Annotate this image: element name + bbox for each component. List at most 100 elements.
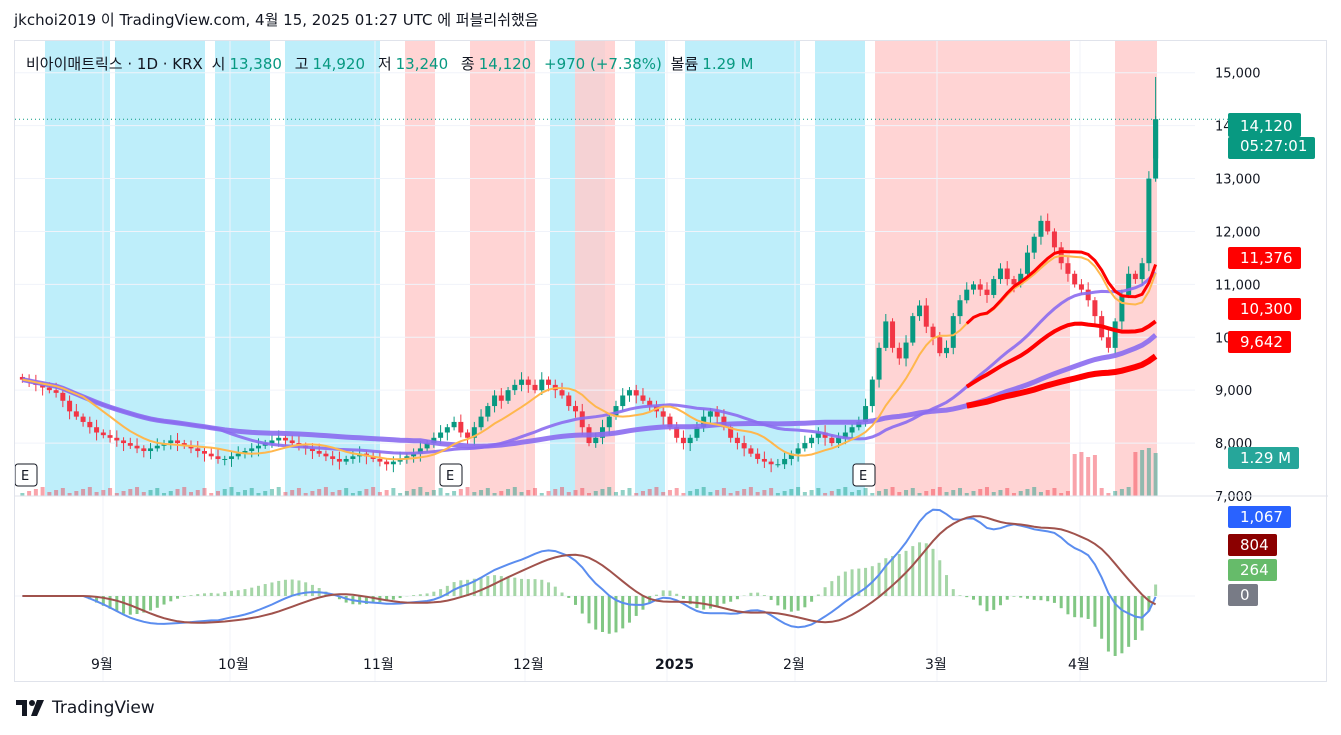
ma-red-line <box>965 249 1158 325</box>
open-label: 시 <box>211 55 226 73</box>
macd-histogram-bar <box>803 596 807 608</box>
volume-bar <box>519 492 524 496</box>
volume-bar <box>917 493 922 496</box>
macd-histogram-bar <box>526 579 530 596</box>
volume-bar <box>357 491 362 496</box>
volume-bar <box>168 491 173 496</box>
macd-histogram-bar <box>567 596 571 598</box>
macd-histogram-bar <box>182 596 186 597</box>
symbol-name[interactable]: 비아이매트릭스 · 1D · KRX <box>26 55 203 73</box>
macd-histogram-bar <box>675 593 679 596</box>
publish-header: jkchoi2019 이 TradingView.com, 4월 15, 202… <box>14 11 539 29</box>
macd-histogram-bar <box>250 587 254 596</box>
macd-histogram-bar <box>236 590 240 596</box>
macd-histogram-bar <box>277 580 281 596</box>
candle-body <box>869 379 875 407</box>
volume-bar <box>87 487 92 496</box>
volume-bar <box>108 488 113 496</box>
volume-bar <box>944 492 949 496</box>
footer-brand[interactable]: TradingView <box>16 698 155 718</box>
volume-bar <box>769 488 774 496</box>
candle-body <box>903 342 909 359</box>
candle-body <box>336 458 342 462</box>
close-value: 14,120 <box>478 55 532 73</box>
candle-body <box>1018 273 1024 285</box>
candle-body <box>141 448 147 452</box>
volume-bar <box>141 492 146 496</box>
candle-body <box>539 379 545 391</box>
macd-histogram-bar <box>445 585 449 596</box>
candle-body <box>997 268 1003 280</box>
volume-bar <box>1032 487 1037 496</box>
macd-histogram-bar <box>115 596 119 612</box>
background-band <box>45 41 110 496</box>
volume-bar <box>546 491 551 496</box>
macd-histogram-bar <box>101 596 105 606</box>
chart-canvas[interactable]: 7,0008,0009,00010,00011,00012,00013,0001… <box>15 41 1328 683</box>
volume-bar <box>647 489 652 496</box>
candle-body <box>404 456 410 459</box>
macd-histogram-bar <box>574 596 578 605</box>
macd-histogram-bar <box>661 590 665 596</box>
candle-body <box>970 284 976 290</box>
ma2-tag: 10,300 <box>1228 298 1301 320</box>
earnings-box <box>439 463 463 487</box>
candle-body <box>647 400 653 407</box>
volume-bar <box>681 493 686 496</box>
macd-histogram-bar <box>843 571 847 596</box>
candle-body <box>532 384 538 391</box>
volume-bar <box>465 487 470 496</box>
candle-body <box>1119 294 1125 322</box>
macd-histogram-bar <box>1093 596 1097 627</box>
volume-bar <box>418 487 423 496</box>
macd-histogram-bar <box>364 596 368 605</box>
y-tick-label: 11,000 <box>1215 278 1261 293</box>
macd-histogram-bar <box>621 596 625 629</box>
candle-body <box>390 461 396 465</box>
candle-body <box>73 411 79 417</box>
volume-bar <box>54 490 59 496</box>
macd-histogram-bar <box>823 587 827 596</box>
macd-histogram-bar <box>149 596 153 611</box>
volume-bar <box>1126 487 1131 496</box>
candle-body <box>188 445 194 449</box>
x-tick-label: 11월 <box>363 657 394 673</box>
candle-body <box>1038 220 1044 237</box>
countdown-tag: 05:27:01 <box>1228 137 1316 159</box>
ma-red-line <box>965 319 1157 389</box>
macd-histogram-bar <box>762 595 766 596</box>
volume-bar <box>350 493 355 496</box>
macd-histogram-bar <box>499 576 503 596</box>
volume-bar <box>209 493 214 496</box>
histogram-tag: 264 <box>1228 559 1277 581</box>
candle-body <box>1011 279 1017 285</box>
macd-histogram-bar <box>223 591 227 596</box>
volume-bar <box>458 489 463 496</box>
volume-bar <box>910 488 915 496</box>
volume-bar <box>789 489 794 496</box>
volume-bar <box>256 493 261 496</box>
volume-bar <box>195 490 200 496</box>
macd-histogram-bar <box>135 596 139 614</box>
candle-body <box>1065 263 1071 274</box>
volume-bar <box>263 491 268 496</box>
candle-body <box>19 376 25 380</box>
candle-body <box>707 411 713 417</box>
candle-body <box>728 427 734 438</box>
chart-frame[interactable]: 7,0008,0009,00010,00011,00012,00013,0001… <box>14 40 1328 683</box>
volume-bar <box>897 492 902 496</box>
volume-bar <box>114 493 119 496</box>
candle-body <box>606 416 612 428</box>
last-price-tag: 14,120 <box>1228 113 1301 137</box>
ma-red-line <box>966 353 1158 409</box>
earnings-box <box>852 463 876 487</box>
x-tick-label: 3월 <box>925 657 947 673</box>
macd-histogram-bar <box>951 589 955 596</box>
candle-body <box>573 406 579 412</box>
macd-histogram-bar <box>472 578 476 596</box>
high-value: 14,920 <box>312 55 366 73</box>
volume-bar <box>661 492 666 496</box>
candle-body <box>896 347 902 359</box>
tradingview-logo-icon <box>16 700 44 716</box>
macd-histogram-bar <box>142 596 146 613</box>
